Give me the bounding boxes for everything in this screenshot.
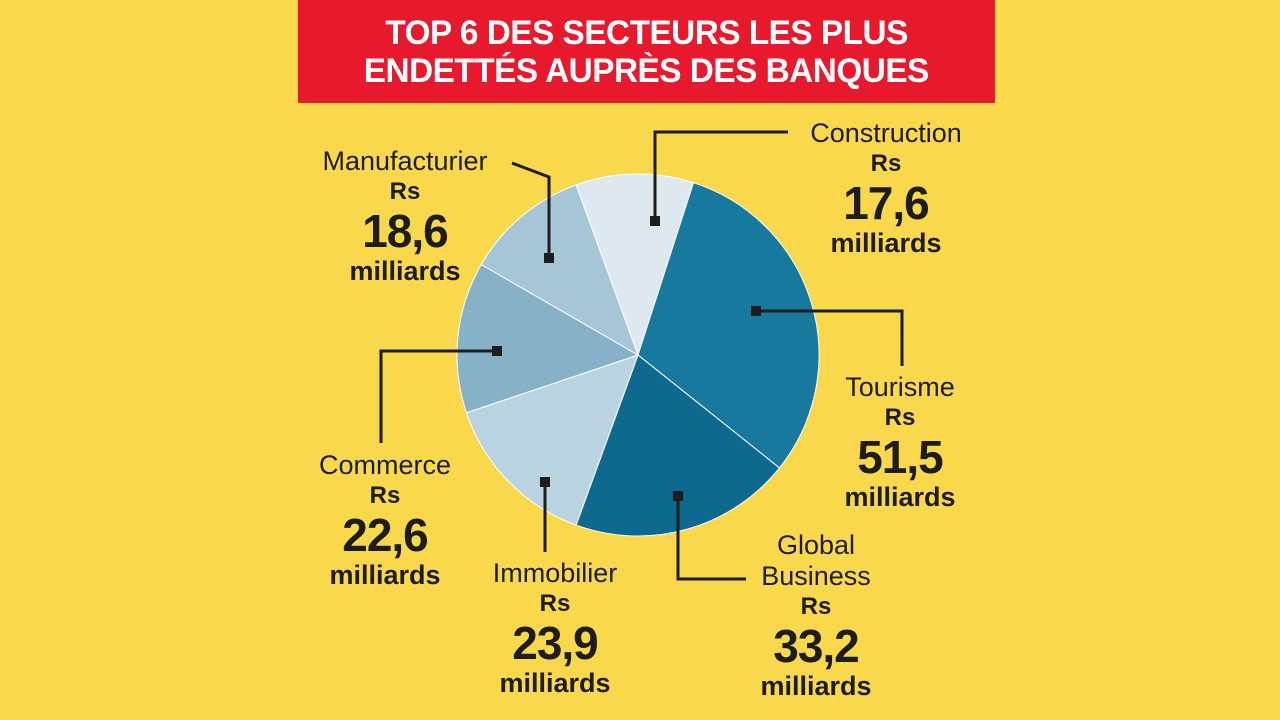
callout-immobilier: Immobilier Rs 23,9 milliards <box>493 558 618 699</box>
sector-value: 23,9 <box>512 617 599 669</box>
sector-name: Immobilier <box>492 558 618 588</box>
currency-label: Rs <box>539 590 571 617</box>
pie-slice-manufacturier <box>480 184 639 357</box>
pie-slice-global-business <box>575 354 781 537</box>
callout-manufacturier: Manufacturier Rs 18,6 milliards <box>322 146 487 287</box>
callout-dot-commerce <box>492 346 502 356</box>
callout-global-business: Global Business Rs 33,2 milliards <box>741 530 891 702</box>
callout-dot-tourisme <box>751 306 761 316</box>
callout-dots <box>492 216 761 501</box>
pie-slice-commerce <box>456 263 640 414</box>
currency-label: Rs <box>870 150 902 177</box>
sector-value: 18,6 <box>362 205 449 257</box>
currency-label: Rs <box>800 593 832 620</box>
title-banner: TOP 6 DES SECTEURS LES PLUS ENDETTÉS AUP… <box>298 0 995 103</box>
currency-label: Rs <box>369 482 401 509</box>
callout-line-construction <box>653 130 788 220</box>
callout-dot-construction <box>650 216 660 226</box>
unit-label: milliards <box>499 668 611 698</box>
callout-line-tourisme <box>755 309 904 366</box>
callout-construction: Construction Rs 17,6 milliards <box>810 118 962 259</box>
unit-label: milliards <box>830 228 942 258</box>
callout-commerce: Commerce Rs 22,6 milliards <box>319 450 451 591</box>
callout-dot-manufacturier <box>544 253 554 263</box>
sector-value: 51,5 <box>857 431 944 483</box>
sector-value: 33,2 <box>773 620 860 672</box>
callout-line-manufacturier <box>511 161 551 257</box>
sector-name: Manufacturier <box>322 146 488 176</box>
unit-label: milliards <box>349 256 461 286</box>
callout-dot-global-business <box>673 491 683 501</box>
unit-label: milliards <box>760 671 872 701</box>
title-line-2: ENDETTÉS AUPRÈS DES BANQUES <box>363 51 930 90</box>
pie-slices <box>456 173 820 537</box>
sector-name: Construction <box>810 118 962 148</box>
sector-value: 17,6 <box>843 177 930 229</box>
sector-value: 22,6 <box>342 509 429 561</box>
callout-line-commerce <box>379 349 497 443</box>
currency-label: Rs <box>389 178 421 205</box>
callout-dot-immobilier <box>540 477 550 487</box>
sector-name: Tourisme <box>845 372 955 402</box>
pie-slice-tourisme <box>637 182 820 469</box>
sector-name: Global Business <box>761 530 871 591</box>
pie-slice-immobilier <box>465 354 639 526</box>
sector-name: Commerce <box>318 450 452 480</box>
title-line-1: TOP 6 DES SECTEURS LES PLUS <box>385 13 908 52</box>
callout-tourisme: Tourisme Rs 51,5 milliards <box>844 372 955 513</box>
unit-label: milliards <box>844 482 956 512</box>
unit-label: milliards <box>329 560 441 590</box>
callout-lines <box>379 130 904 581</box>
callout-line-global-business <box>676 496 746 581</box>
pie-slice-construction <box>575 173 695 357</box>
currency-label: Rs <box>884 404 916 431</box>
